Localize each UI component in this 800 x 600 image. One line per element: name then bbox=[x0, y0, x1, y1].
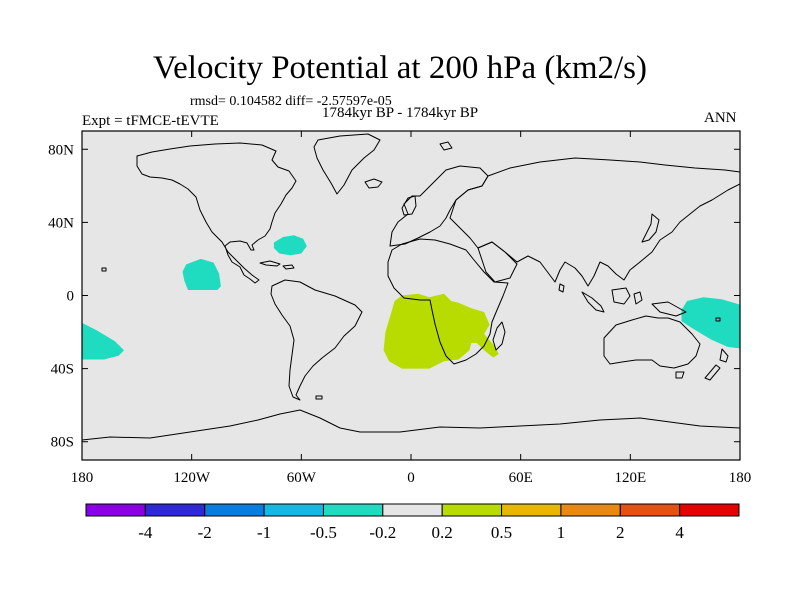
colorbar-label: 4 bbox=[675, 523, 684, 542]
colorbar-swatch bbox=[85, 503, 146, 517]
colorbar-swatch bbox=[204, 503, 265, 517]
coastline-new-zealand-north bbox=[719, 348, 729, 363]
colorbar-swatch bbox=[144, 503, 206, 517]
colorbar-swatch bbox=[322, 503, 384, 517]
lon-tick-label: 0 bbox=[407, 470, 415, 486]
coastline-sulawesi bbox=[633, 291, 643, 305]
colorbar-label: -4 bbox=[138, 523, 153, 542]
colorbar-swatch bbox=[263, 503, 324, 517]
lat-tick-label: 40N bbox=[48, 215, 74, 231]
coastline-sri-lanka bbox=[558, 283, 565, 293]
figure-title: Velocity Potential at 200 hPa (km2/s) bbox=[152, 50, 648, 86]
coastline-australia bbox=[603, 315, 701, 369]
coastline-borneo bbox=[611, 287, 631, 305]
lat-tick-label: 80N bbox=[48, 142, 74, 158]
coastline-north-america bbox=[136, 142, 297, 284]
coastline-hispaniola bbox=[282, 264, 295, 270]
period-label: 1784kyr BP - 1784kyr BP bbox=[322, 105, 479, 121]
coastline-europe bbox=[389, 165, 489, 247]
stats-line: rmsd= 0.104582 diff= -2.57597e-05 bbox=[190, 94, 392, 109]
lon-tick-label: 60W bbox=[287, 470, 317, 486]
lon-tick-label: 120W bbox=[173, 470, 211, 486]
coastline-new-guinea bbox=[651, 301, 687, 317]
coastline-sumatra bbox=[581, 291, 605, 313]
shaded-region-south-atlantic-positive bbox=[383, 293, 499, 369]
colorbar-swatch bbox=[382, 503, 443, 517]
colorbar-swatch bbox=[619, 503, 681, 517]
colorbar-swatch bbox=[441, 503, 503, 517]
shaded-region-central-pacific-negative bbox=[182, 258, 221, 290]
coastline-japan bbox=[641, 213, 660, 243]
shaded-region-west-atlantic-negative bbox=[273, 235, 307, 256]
coastline-tasmania bbox=[675, 371, 685, 379]
colorbar-swatch bbox=[560, 503, 621, 517]
coastline-greenland bbox=[313, 133, 381, 195]
colorbar-label: 1 bbox=[557, 523, 566, 542]
colorbar-label: 0.2 bbox=[432, 523, 453, 542]
lon-tick-label: 120E bbox=[614, 470, 646, 486]
coastline-fiji bbox=[715, 317, 721, 322]
lat-tick-label: 80S bbox=[51, 435, 74, 451]
coastline-iceland bbox=[364, 178, 383, 189]
shaded-region-southwest-pacific-negative bbox=[681, 297, 740, 349]
coastline-svalbard bbox=[439, 141, 453, 151]
colorbar-swatch bbox=[501, 503, 562, 517]
coastline-cuba bbox=[259, 260, 281, 267]
coastline-south-america bbox=[270, 279, 363, 401]
experiment-label: Expt = tFMCE-tEVTE bbox=[82, 113, 219, 129]
coastline-new-zealand-south bbox=[704, 364, 721, 381]
coastline-africa bbox=[387, 238, 509, 365]
lat-tick-label: 0 bbox=[67, 289, 75, 305]
coastline-hawaii bbox=[101, 267, 107, 272]
coastline-great-britain bbox=[401, 195, 417, 216]
colorbar-label: -2 bbox=[198, 523, 212, 542]
lon-tick-label: 180 bbox=[729, 470, 752, 486]
lon-tick-label: 180 bbox=[71, 470, 94, 486]
lon-tick-label: 60E bbox=[509, 470, 533, 486]
shaded-region-south-pacific-negative bbox=[82, 322, 124, 360]
colorbar-label: -1 bbox=[257, 523, 271, 542]
coastline-asia bbox=[449, 157, 740, 287]
colorbar-label: -0.5 bbox=[310, 523, 337, 542]
lat-tick-label: 40S bbox=[51, 362, 74, 378]
season-label: ANN bbox=[704, 110, 737, 126]
colorbar-label: -0.2 bbox=[369, 523, 396, 542]
coastline-madagascar bbox=[492, 321, 506, 351]
colorbar-label: 0.5 bbox=[491, 523, 512, 542]
coastline-antarctica bbox=[82, 409, 740, 441]
coastline-falklands bbox=[315, 395, 323, 400]
colorbar-swatch bbox=[679, 503, 740, 517]
colorbar-label: 2 bbox=[616, 523, 625, 542]
